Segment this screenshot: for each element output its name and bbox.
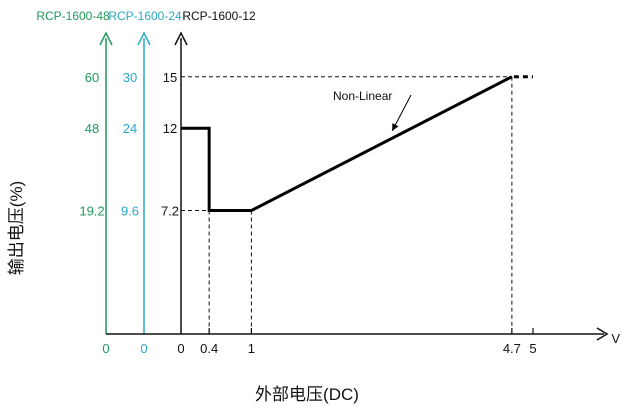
y-tick-label: 9.6 <box>121 204 139 219</box>
x-unit-label: V <box>611 331 620 346</box>
axis-24 <box>137 31 151 334</box>
y-tick-label: 60 <box>85 70 99 85</box>
axis-zero-label: 0 <box>102 341 109 356</box>
series-line <box>181 75 513 213</box>
axis-header-24: RCP-1600-24 <box>108 9 182 23</box>
axis-header-48: RCP-1600-48 <box>36 9 110 23</box>
x-tick-label: 0.4 <box>200 341 218 356</box>
annotation-text: Non-Linear <box>333 89 392 103</box>
y-tick-label: 7.2 <box>161 204 179 219</box>
x-tick-label: 0 <box>177 341 184 356</box>
axis-12 <box>174 31 188 334</box>
x-tick-label: 4.7 <box>503 341 521 356</box>
x-tick-label: 5 <box>529 341 536 356</box>
axis-zero-label: 0 <box>140 341 147 356</box>
annotation-nonlinear: Non-Linear <box>333 89 412 132</box>
y-tick-label: 30 <box>123 70 137 85</box>
y-tick-label: 12 <box>163 121 177 136</box>
y-tick-label: 15 <box>163 70 177 85</box>
axis-header-12: RCP-1600-12 <box>182 9 256 23</box>
y-tick-label: 24 <box>123 121 137 136</box>
axis-48 <box>99 31 113 334</box>
x-tick-label: 1 <box>248 341 255 356</box>
x-axis-title: 外部电压(DC) <box>255 385 359 404</box>
y-tick-label: 48 <box>85 121 99 136</box>
x-axis <box>106 327 609 341</box>
y-axis-title: 输出电压(%) <box>7 181 26 275</box>
y-tick-label: 19.2 <box>79 204 104 219</box>
